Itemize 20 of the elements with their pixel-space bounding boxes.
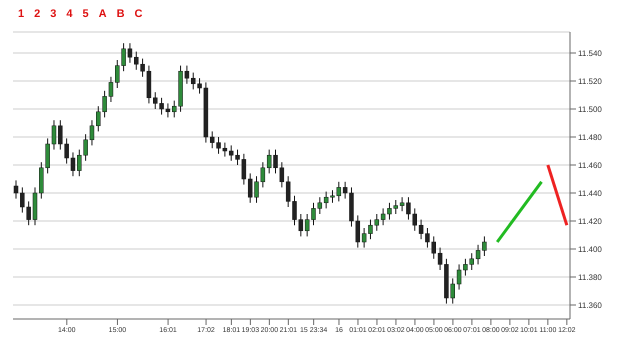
y-tick-label: 11.380 bbox=[578, 272, 602, 282]
y-tick-label: 11.420 bbox=[578, 216, 602, 226]
text: 2 bbox=[34, 8, 40, 22]
text: 4 bbox=[66, 8, 72, 22]
text: 5 bbox=[82, 8, 89, 22]
candlestick bbox=[432, 236, 436, 260]
y-tick-label: 11.480 bbox=[578, 132, 602, 142]
y-tick-label: 11.400 bbox=[578, 244, 602, 254]
y-tick-label: 11.540 bbox=[578, 48, 602, 58]
text: B bbox=[116, 8, 125, 22]
y-tick-label: 11.460 bbox=[578, 160, 602, 170]
y-tick-label: 11.360 bbox=[578, 300, 602, 310]
text: 1 bbox=[18, 8, 24, 22]
candlestick bbox=[153, 92, 158, 110]
y-tick-label: 11.500 bbox=[578, 104, 602, 114]
y-tick-label: 11.520 bbox=[578, 76, 602, 86]
text: C bbox=[134, 8, 142, 22]
text: A bbox=[98, 8, 107, 22]
y-tick-label: 11.440 bbox=[578, 188, 602, 198]
text: 3 bbox=[50, 8, 56, 22]
